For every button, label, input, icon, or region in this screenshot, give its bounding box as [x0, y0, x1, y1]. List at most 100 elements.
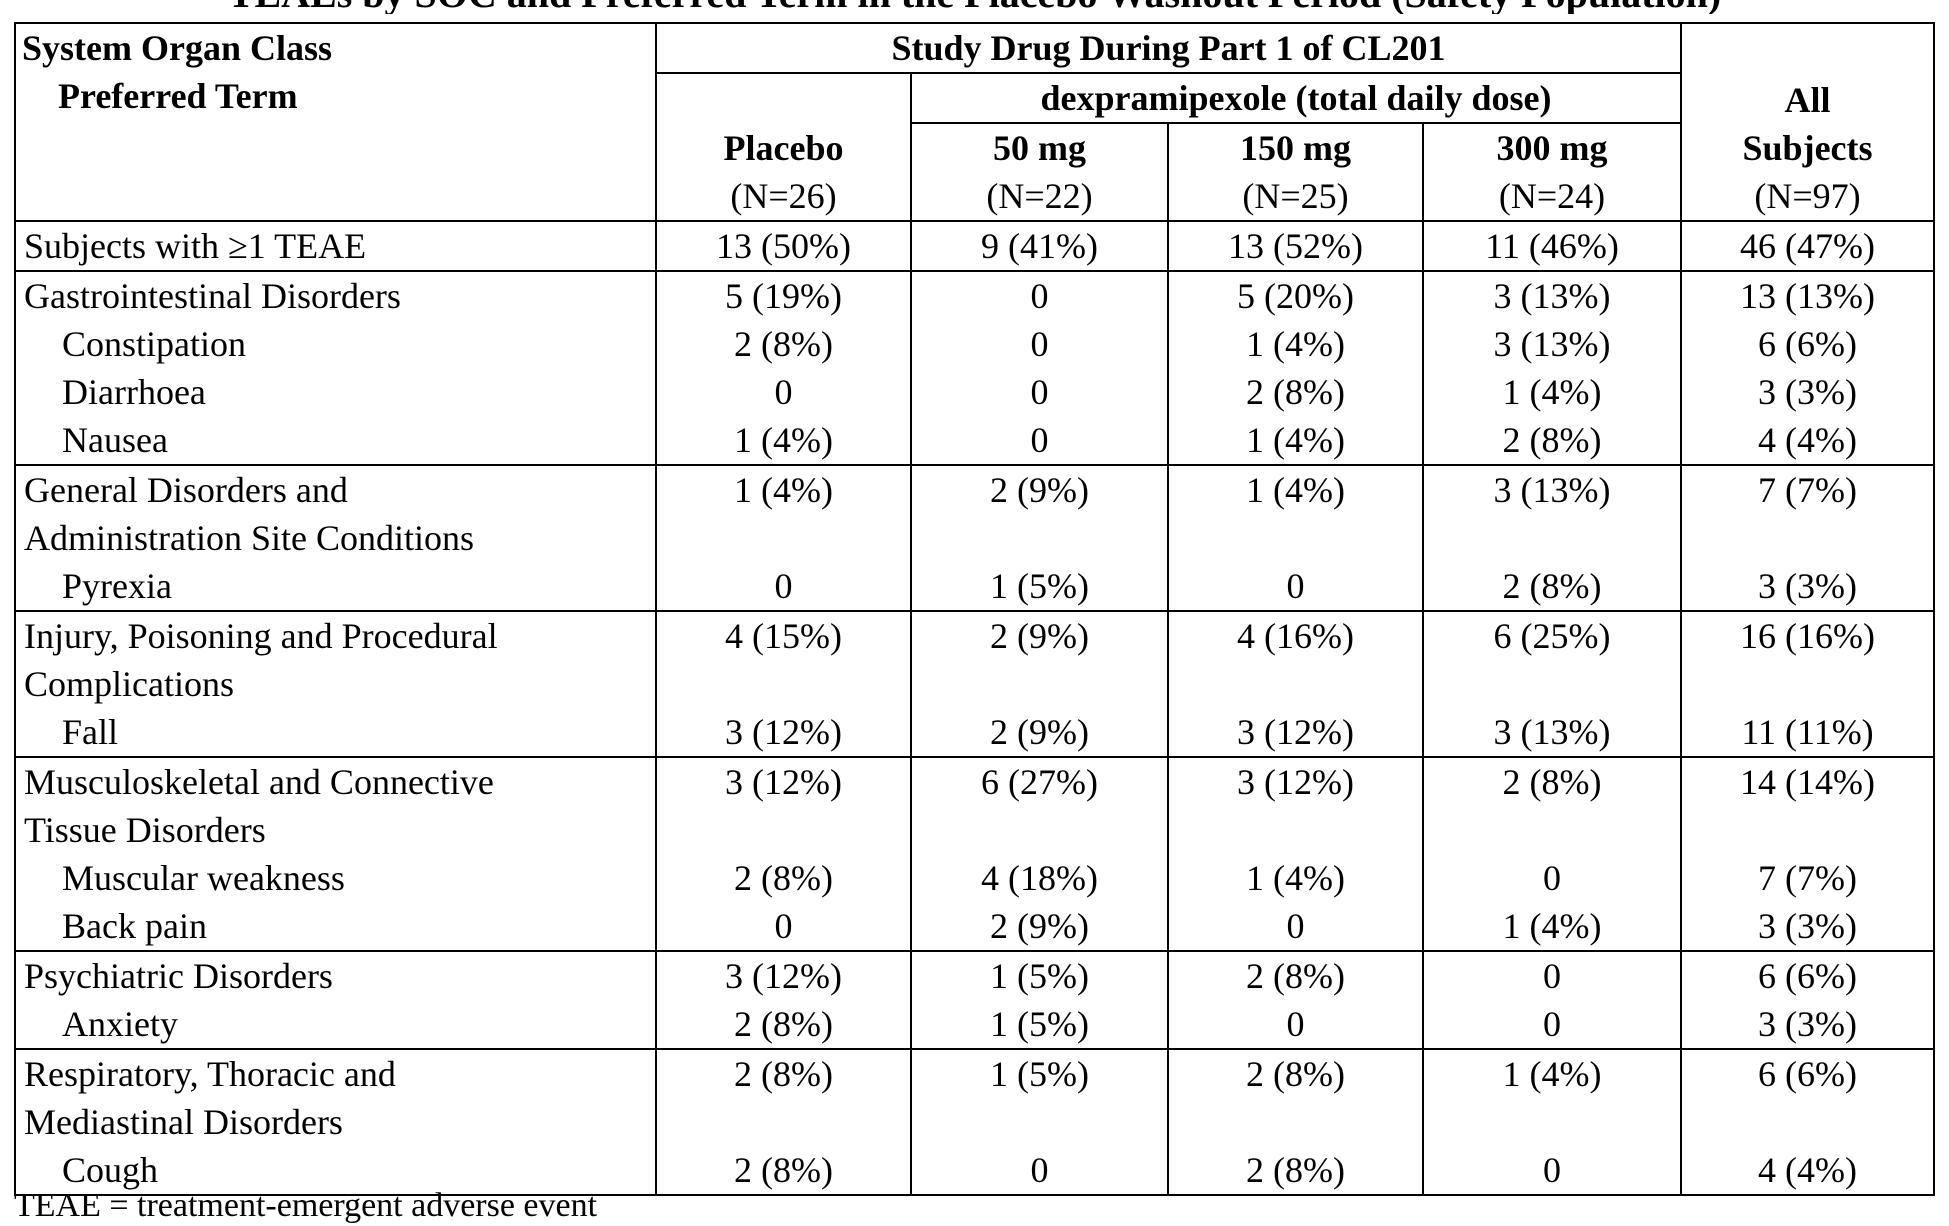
row-teae: Subjects with ≥1 TEAE 13 (50%) 9 (41%) 1… — [15, 221, 1934, 271]
row-label: Pyrexia — [24, 562, 649, 610]
cell-150mg: 2 (8%) — [1168, 368, 1423, 416]
cell-50mg: 0 — [911, 416, 1168, 465]
cell-50mg: 2 (9%) — [911, 611, 1168, 708]
header-150mg: 150 mg (N=25) — [1168, 123, 1423, 221]
row-nausea: Nausea 1 (4%) 0 1 (4%) 2 (8%) 4 (4%) — [15, 416, 1934, 465]
cell-50mg: 2 (9%) — [911, 465, 1168, 562]
header-dexpramipexole: dexpramipexole (total daily dose) — [911, 73, 1681, 123]
cell-placebo: 2 (8%) — [656, 320, 911, 368]
header-150mg-n: (N=25) — [1175, 172, 1416, 220]
header-placebo-label: Placebo — [663, 124, 904, 172]
row-respiratory: Respiratory, Thoracic and Mediastinal Di… — [15, 1049, 1934, 1146]
cell-50mg: 0 — [911, 1146, 1168, 1195]
row-label-line1: Injury, Poisoning and Procedural — [24, 612, 649, 660]
header-soc-label: System Organ Class — [22, 24, 649, 72]
cell-50mg: 0 — [911, 271, 1168, 320]
cell-150mg: 4 (16%) — [1168, 611, 1423, 708]
cell-300mg: 0 — [1423, 1000, 1681, 1049]
cell-all: 3 (3%) — [1681, 368, 1934, 416]
cell-all: 46 (47%) — [1681, 221, 1934, 271]
row-label-line2: Mediastinal Disorders — [24, 1098, 649, 1146]
row-label: Nausea — [24, 416, 649, 464]
cell-placebo: 2 (8%) — [656, 1146, 911, 1195]
cell-all: 7 (7%) — [1681, 465, 1934, 562]
cell-50mg: 6 (27%) — [911, 757, 1168, 854]
header-soc: System Organ Class Preferred Term — [15, 23, 656, 221]
cell-all: 16 (16%) — [1681, 611, 1934, 708]
header-all-n: (N=97) — [1688, 172, 1927, 220]
cell-all: 4 (4%) — [1681, 1146, 1934, 1195]
cell-all: 7 (7%) — [1681, 854, 1934, 902]
cell-50mg: 0 — [911, 368, 1168, 416]
cell-150mg: 1 (4%) — [1168, 320, 1423, 368]
cell-50mg: 1 (5%) — [911, 1049, 1168, 1146]
row-back-pain: Back pain 0 2 (9%) 0 1 (4%) 3 (3%) — [15, 902, 1934, 951]
header-pt-label: Preferred Term — [22, 72, 649, 120]
cell-300mg: 1 (4%) — [1423, 1049, 1681, 1146]
cell-300mg: 3 (13%) — [1423, 708, 1681, 757]
cell-300mg: 0 — [1423, 854, 1681, 902]
cell-placebo: 2 (8%) — [656, 1000, 911, 1049]
cell-150mg: 2 (8%) — [1168, 951, 1423, 1000]
row-label: Fall — [24, 708, 649, 756]
cell-50mg: 1 (5%) — [911, 562, 1168, 611]
cell-placebo: 2 (8%) — [656, 854, 911, 902]
cell-150mg: 0 — [1168, 902, 1423, 951]
header-300mg: 300 mg (N=24) — [1423, 123, 1681, 221]
cell-300mg: 2 (8%) — [1423, 757, 1681, 854]
footnote: TEAE = treatment-emergent adverse event — [14, 1186, 597, 1226]
cell-300mg: 2 (8%) — [1423, 416, 1681, 465]
row-label-line1: Respiratory, Thoracic and — [24, 1050, 649, 1098]
cell-150mg: 1 (4%) — [1168, 465, 1423, 562]
cell-placebo: 1 (4%) — [656, 465, 911, 562]
cell-150mg: 3 (12%) — [1168, 708, 1423, 757]
row-label-line1: General Disorders and — [24, 466, 649, 514]
cell-150mg: 0 — [1168, 562, 1423, 611]
cell-all: 3 (3%) — [1681, 902, 1934, 951]
row-label: Constipation — [24, 320, 649, 368]
cell-all: 6 (6%) — [1681, 951, 1934, 1000]
header-150mg-label: 150 mg — [1175, 124, 1416, 172]
row-label: Muscular weakness — [24, 854, 649, 902]
cell-placebo: 0 — [656, 562, 911, 611]
row-label-line2: Administration Site Conditions — [24, 514, 649, 562]
header-placebo-n: (N=26) — [663, 172, 904, 220]
row-pyrexia: Pyrexia 0 1 (5%) 0 2 (8%) 3 (3%) — [15, 562, 1934, 611]
row-anxiety: Anxiety 2 (8%) 1 (5%) 0 0 3 (3%) — [15, 1000, 1934, 1049]
cell-all: 11 (11%) — [1681, 708, 1934, 757]
cell-placebo: 0 — [656, 368, 911, 416]
cell-300mg: 0 — [1423, 1146, 1681, 1195]
header-study-drug: Study Drug During Part 1 of CL201 — [656, 23, 1681, 73]
cell-placebo: 4 (15%) — [656, 611, 911, 708]
cell-all: 3 (3%) — [1681, 562, 1934, 611]
header-all-subjects: All Subjects (N=97) — [1681, 23, 1934, 221]
adverse-events-table: System Organ Class Preferred Term Study … — [14, 22, 1935, 1196]
cell-50mg: 0 — [911, 320, 1168, 368]
cell-150mg: 0 — [1168, 1000, 1423, 1049]
cell-300mg: 11 (46%) — [1423, 221, 1681, 271]
title-area: TEAEs by SOC and Preferred Term in the P… — [0, 0, 1949, 14]
row-fall: Fall 3 (12%) 2 (9%) 3 (12%) 3 (13%) 11 (… — [15, 708, 1934, 757]
cell-150mg: 1 (4%) — [1168, 854, 1423, 902]
cell-placebo: 3 (12%) — [656, 951, 911, 1000]
cell-all: 13 (13%) — [1681, 271, 1934, 320]
cell-placebo: 0 — [656, 902, 911, 951]
cell-150mg: 3 (12%) — [1168, 757, 1423, 854]
row-label-line2: Tissue Disorders — [24, 806, 649, 854]
cell-300mg: 3 (13%) — [1423, 271, 1681, 320]
cell-300mg: 2 (8%) — [1423, 562, 1681, 611]
row-general: General Disorders and Administration Sit… — [15, 465, 1934, 562]
cell-all: 6 (6%) — [1681, 1049, 1934, 1146]
row-psychiatric: Psychiatric Disorders 3 (12%) 1 (5%) 2 (… — [15, 951, 1934, 1000]
cell-placebo: 3 (12%) — [656, 757, 911, 854]
cell-300mg: 6 (25%) — [1423, 611, 1681, 708]
cell-150mg: 13 (52%) — [1168, 221, 1423, 271]
cell-50mg: 2 (9%) — [911, 708, 1168, 757]
cell-150mg: 5 (20%) — [1168, 271, 1423, 320]
cell-150mg: 2 (8%) — [1168, 1146, 1423, 1195]
header-50mg-n: (N=22) — [918, 172, 1161, 220]
cell-placebo: 5 (19%) — [656, 271, 911, 320]
cell-placebo: 13 (50%) — [656, 221, 911, 271]
row-musculoskeletal: Musculoskeletal and Connective Tissue Di… — [15, 757, 1934, 854]
cell-50mg: 2 (9%) — [911, 902, 1168, 951]
